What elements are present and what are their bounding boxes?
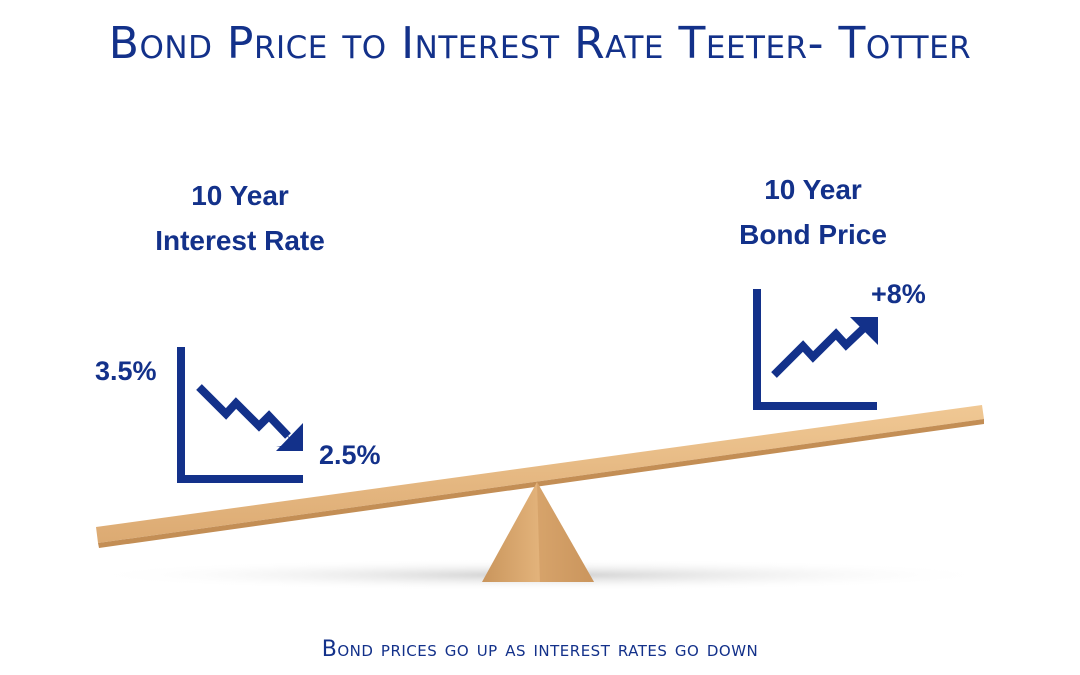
interest-rate-end-value: 2.5% <box>319 440 381 470</box>
slide-caption: Bond prices go up as interest rates go d… <box>321 637 759 662</box>
bond-price-change-value: +8% <box>871 279 926 309</box>
down-trend-chart-icon <box>177 347 303 483</box>
left-heading-line2: Interest Rate <box>155 225 325 256</box>
interest-rate-start-value: 3.5% <box>95 356 157 386</box>
seesaw-plank <box>96 405 984 548</box>
seesaw-fulcrum <box>482 482 594 582</box>
left-heading-line1: 10 Year <box>191 180 289 211</box>
right-heading-line1: 10 Year <box>764 174 862 205</box>
right-heading-line2: Bond Price <box>739 219 887 250</box>
slide-title: Bond Price to Interest Rate Teeter- Tott… <box>108 18 972 69</box>
up-trend-chart-icon <box>753 289 878 410</box>
